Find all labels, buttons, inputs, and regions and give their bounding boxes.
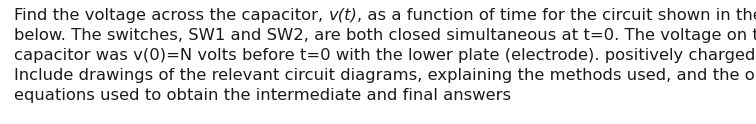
Text: equations used to obtain the intermediate and final answers: equations used to obtain the intermediat…	[14, 88, 511, 103]
Text: v(t): v(t)	[328, 8, 358, 23]
Text: capacitor was v(0)=N volts before t=0 with the lower plate (electrode). positive: capacitor was v(0)=N volts before t=0 wi…	[14, 48, 756, 63]
Text: below. The switches, SW1 and SW2, are both closed simultaneous at t=0. The volta: below. The switches, SW1 and SW2, are bo…	[14, 28, 756, 43]
Text: , as a function of time for the circuit shown in the figure: , as a function of time for the circuit …	[358, 8, 756, 23]
Text: Find the voltage across the capacitor,: Find the voltage across the capacitor,	[14, 8, 328, 23]
Text: Include drawings of the relevant circuit diagrams, explaining the methods used, : Include drawings of the relevant circuit…	[14, 68, 756, 83]
